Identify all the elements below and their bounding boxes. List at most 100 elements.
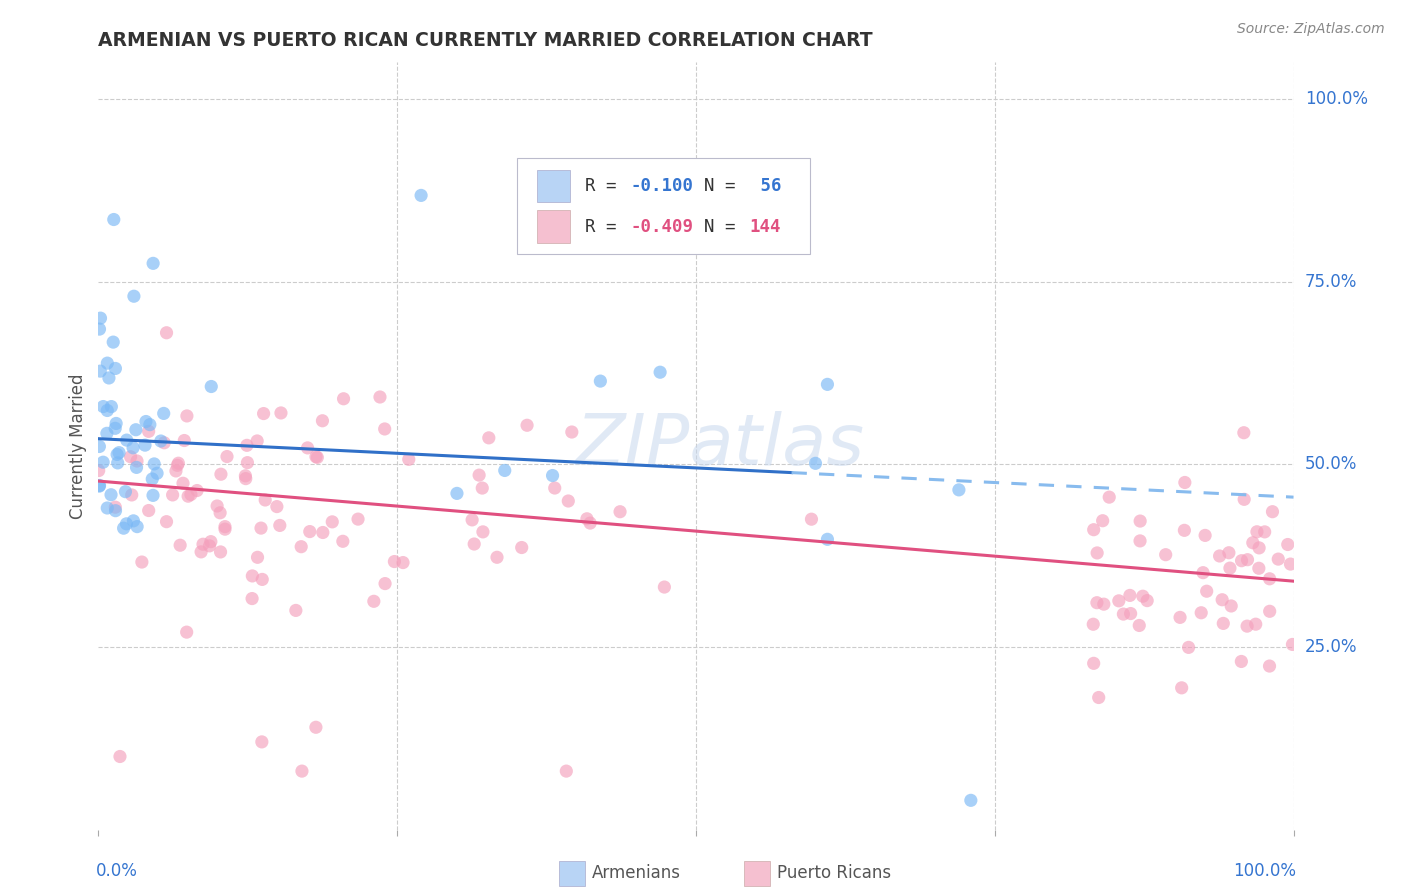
Point [544, 481, 567, 495]
Point [1154, 548, 1177, 562]
Point [96, 356, 118, 370]
Point [1119, 607, 1142, 621]
Point [165, 464, 187, 478]
Point [120, 450, 142, 464]
Point [347, 512, 370, 526]
Point [575, 512, 598, 526]
Point [1230, 655, 1253, 669]
Text: -0.409: -0.409 [630, 218, 693, 235]
Point [96, 500, 118, 515]
Point [100, 488, 122, 502]
Point [235, 468, 257, 483]
Point [561, 425, 583, 439]
Text: R =: R = [585, 218, 627, 235]
Point [166, 458, 188, 473]
Point [1277, 537, 1299, 551]
Point [1261, 505, 1284, 519]
Text: 100.0%: 100.0% [1305, 90, 1368, 108]
Point [1174, 475, 1197, 490]
Point [516, 418, 538, 433]
Point [1132, 589, 1154, 603]
Point [815, 377, 838, 392]
Point [368, 390, 391, 404]
Point [1258, 604, 1281, 618]
Point [1087, 690, 1109, 705]
Point [1258, 659, 1281, 673]
Point [305, 450, 328, 464]
Point [108, 445, 131, 459]
Point [250, 521, 273, 535]
Point [609, 505, 631, 519]
Point [312, 525, 335, 540]
Text: 25.0%: 25.0% [1305, 638, 1357, 656]
Point [1233, 492, 1256, 507]
Point [122, 514, 145, 528]
Point [105, 447, 128, 461]
Point [200, 534, 222, 549]
Point [246, 550, 269, 565]
Point [290, 540, 312, 554]
Point [1219, 561, 1241, 575]
Point [180, 487, 202, 501]
Point [1177, 640, 1199, 655]
Point [146, 467, 169, 481]
Point [494, 463, 516, 477]
Point [1246, 524, 1268, 539]
Text: N =: N = [704, 218, 747, 235]
Point [1119, 589, 1142, 603]
Point [648, 365, 672, 379]
Point [321, 515, 343, 529]
Text: ZIPatlas: ZIPatlas [575, 411, 865, 481]
Point [89, 440, 111, 454]
Bar [537, 211, 571, 243]
Point [579, 516, 602, 530]
Point [250, 735, 273, 749]
Point [214, 522, 236, 536]
Point [510, 541, 533, 555]
Point [96, 426, 118, 441]
FancyBboxPatch shape [517, 158, 810, 254]
Point [149, 434, 172, 448]
Point [1212, 616, 1234, 631]
Point [446, 486, 468, 500]
Point [815, 533, 838, 547]
Point [108, 749, 131, 764]
Point [91, 400, 114, 414]
Point [374, 576, 396, 591]
Point [363, 594, 385, 608]
Point [1192, 566, 1215, 580]
Point [115, 433, 138, 447]
Point [1236, 552, 1258, 566]
Point [104, 361, 127, 376]
Point [1136, 593, 1159, 607]
Point [104, 421, 127, 435]
Point [1249, 541, 1271, 555]
Text: 144: 144 [749, 218, 782, 235]
Point [155, 515, 177, 529]
Point [1233, 425, 1256, 440]
Point [186, 483, 208, 498]
Point [209, 467, 232, 482]
Point [138, 425, 160, 439]
Point [125, 460, 148, 475]
Point [236, 456, 259, 470]
Point [100, 400, 122, 414]
Point [104, 504, 127, 518]
Point [173, 434, 195, 448]
Point [153, 435, 176, 450]
Point [125, 454, 148, 468]
Point [298, 524, 321, 539]
Point [589, 374, 612, 388]
Point [307, 450, 329, 465]
Point [1244, 617, 1267, 632]
Point [190, 545, 212, 559]
Bar [537, 169, 571, 202]
Point [392, 556, 415, 570]
Point [143, 457, 166, 471]
Point [332, 392, 354, 406]
Point [1218, 546, 1240, 560]
Point [96, 403, 118, 417]
Point [471, 481, 494, 495]
Point [471, 524, 494, 539]
Point [205, 499, 228, 513]
